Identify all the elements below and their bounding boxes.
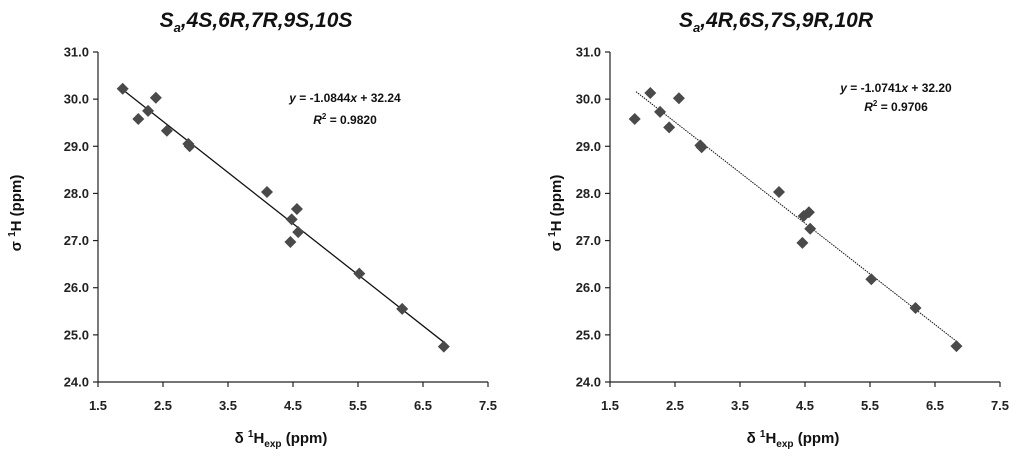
x-tick-label: 5.5 <box>349 398 367 413</box>
x-tick-label: 6.5 <box>926 398 944 413</box>
data-point <box>142 104 155 117</box>
regression-equation: y = -1.0741x + 32.20 <box>839 81 952 95</box>
data-point <box>353 267 366 280</box>
data-point <box>950 340 963 353</box>
y-tick-label: 29.0 <box>576 139 601 154</box>
data-point <box>132 112 145 125</box>
data-point <box>802 206 815 219</box>
r-squared-label: R2 = 0.9820 <box>313 112 377 127</box>
x-tick-label: 2.5 <box>154 398 172 413</box>
x-ticks: 1.5 2.5 3.5 4.5 5.5 6.5 7.5 <box>601 382 1009 413</box>
chart-right: Sa,4R,6S,7S,9R,10R 24.0 25.0 26.0 27.0 28.0 2… <box>512 0 1024 456</box>
trendline <box>635 91 957 342</box>
y-tick-label: 25.0 <box>576 327 601 342</box>
data-point <box>290 202 303 215</box>
x-tick-label: 6.5 <box>414 398 432 413</box>
y-ticks: 24.0 25.0 26.0 27.0 28.0 29.0 30.0 31.0 <box>64 45 98 390</box>
data-point <box>663 121 676 134</box>
data-point <box>695 141 708 154</box>
data-points <box>628 87 963 353</box>
y-tick-label: 24.0 <box>64 375 89 390</box>
x-ticks: 1.5 2.5 3.5 4.5 5.5 6.5 7.5 <box>89 382 497 413</box>
y-tick-label: 30.0 <box>64 92 89 107</box>
data-point <box>773 186 785 199</box>
chart-right-svg: Sa,4R,6S,7S,9R,10R 24.025.026.027.028.02… <box>547 9 1009 450</box>
regression-equation: y = -1.0844x + 32.24 <box>288 91 401 105</box>
x-axis-label: δ 1Hexp (ppm) <box>235 429 328 450</box>
data-point <box>116 82 129 95</box>
data-point <box>396 302 409 315</box>
y-axis-label: σ 1H (ppm) <box>547 175 565 252</box>
y-tick-label: 27.0 <box>576 233 601 248</box>
y-tick-label: 30.0 <box>576 92 601 107</box>
y-tick-label: 28.0 <box>576 186 601 201</box>
chart-title: Sa,4S,6R,7R,9S,10S <box>160 9 353 35</box>
x-tick-label: 3.5 <box>731 398 749 413</box>
data-point <box>654 105 667 118</box>
x-tick-label: 2.5 <box>666 398 684 413</box>
r-squared-label: R2 = 0.9706 <box>864 99 928 114</box>
x-tick-label: 3.5 <box>219 398 237 413</box>
y-tick-label: 28.0 <box>64 186 89 201</box>
data-point <box>804 222 817 235</box>
x-tick-label: 4.5 <box>796 398 814 413</box>
x-tick-label: 7.5 <box>991 398 1009 413</box>
data-point <box>865 273 878 286</box>
data-point <box>437 340 450 353</box>
data-point <box>284 235 297 248</box>
data-point <box>160 124 173 137</box>
x-axis-label: δ 1Hexp (ppm) <box>747 429 840 450</box>
x-tick-label: 1.5 <box>601 398 619 413</box>
data-point <box>285 213 298 226</box>
data-point <box>909 301 922 314</box>
chart-title: Sa,4R,6S,7S,9R,10R <box>679 9 874 35</box>
data-point <box>292 226 305 239</box>
y-tick-label: 25.0 <box>64 327 89 342</box>
y-tick-label: 26.0 <box>64 280 89 295</box>
x-tick-label: 7.5 <box>479 398 497 413</box>
trendline <box>123 90 445 343</box>
data-points <box>116 82 450 353</box>
data-point <box>796 236 809 249</box>
chart-left: Sa,4S,6R,7R,9S,10S 24.0 25.0 26.0 27.0 28.0 2… <box>7 9 497 450</box>
data-point <box>672 92 685 105</box>
data-point <box>261 186 273 199</box>
y-axis-label: σ 1H (ppm) <box>7 175 25 252</box>
y-tick-label: 24.0 <box>576 375 601 390</box>
y-tick-label: 29.0 <box>64 139 89 154</box>
data-point <box>628 112 641 125</box>
chart-left-svg: Sa,4S,6R,7R,9S,10S 24.025.026.027.028.02… <box>7 9 497 450</box>
x-tick-label: 5.5 <box>861 398 879 413</box>
y-ticks: 24.0 25.0 26.0 27.0 28.0 29.0 30.0 31.0 <box>576 45 610 390</box>
y-tick-label: 27.0 <box>64 233 89 248</box>
y-tick-label: 31.0 <box>64 45 89 60</box>
data-point <box>644 87 657 100</box>
y-tick-label: 31.0 <box>576 45 601 60</box>
x-tick-label: 1.5 <box>89 398 107 413</box>
data-point <box>149 91 162 104</box>
y-tick-label: 26.0 <box>576 280 601 295</box>
data-point <box>183 140 196 153</box>
x-tick-label: 4.5 <box>284 398 302 413</box>
